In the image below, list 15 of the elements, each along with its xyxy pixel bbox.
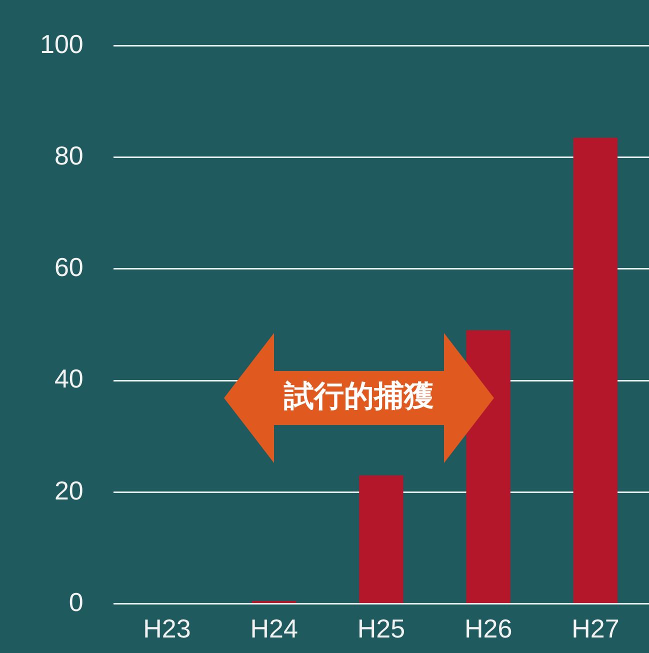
y-tick-label: 100 [40,28,84,59]
bar [573,138,618,604]
y-tick-label: 20 [54,475,84,506]
y-tick-label: 60 [54,252,84,282]
x-tick-label: H27 [572,614,620,644]
x-tick-label: H26 [464,614,512,644]
annotation: 試行的捕獲 [282,378,435,416]
bar [359,475,404,604]
bar [466,330,510,604]
x-tick-label: H23 [143,614,191,644]
x-tick-label: H25 [357,614,406,644]
y-tick-label: 40 [54,364,84,394]
y-tick-label: 0 [68,586,84,617]
x-tick-label: H24 [250,614,298,644]
y-tick-label: 80 [54,140,84,170]
